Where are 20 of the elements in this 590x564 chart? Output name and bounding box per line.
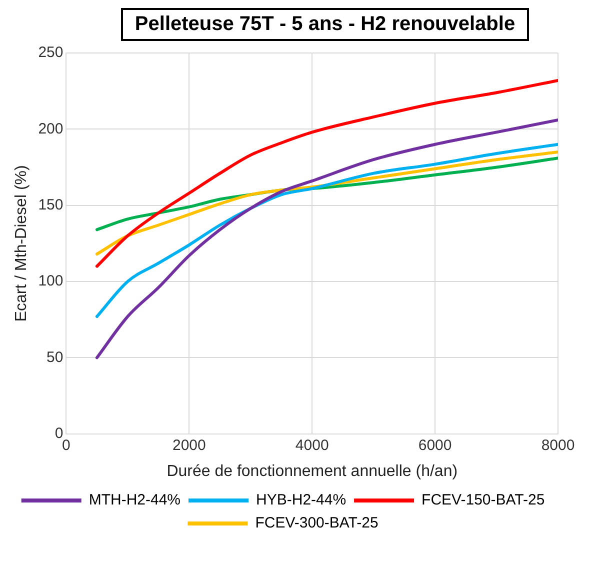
y-tick-label: 200 xyxy=(38,120,64,138)
x-tick-label: 8000 xyxy=(541,436,575,454)
x-tick-label: 4000 xyxy=(295,436,329,454)
y-tick-label: 250 xyxy=(38,44,64,62)
y-tick-label: 0 xyxy=(54,424,64,442)
y-tick-label: 100 xyxy=(38,272,64,290)
x-axis-title: Durée de fonctionnement annuelle (h/an) xyxy=(166,462,458,480)
x-tick-label: 6000 xyxy=(418,436,452,454)
legend-label: FCEV-300-BAT-25 xyxy=(255,514,378,532)
x-tick-label: 2000 xyxy=(172,436,206,454)
y-tick-label: 50 xyxy=(46,348,64,366)
legend-label: HYB-H2-44% xyxy=(256,492,346,509)
line-series xyxy=(95,142,558,318)
legend-label: FCEV-150-BAT-25 xyxy=(422,492,545,509)
legend-label: MTH-H2-44% xyxy=(88,492,181,509)
y-tick-label: 150 xyxy=(38,196,64,214)
chart-title: Pelleteuse 75T - 5 ans - H2 renouvelable xyxy=(120,8,530,41)
line-series xyxy=(95,78,558,268)
y-axis-title: Ecart / Mth-Diesel (%) xyxy=(13,165,30,322)
line-series xyxy=(95,118,558,360)
